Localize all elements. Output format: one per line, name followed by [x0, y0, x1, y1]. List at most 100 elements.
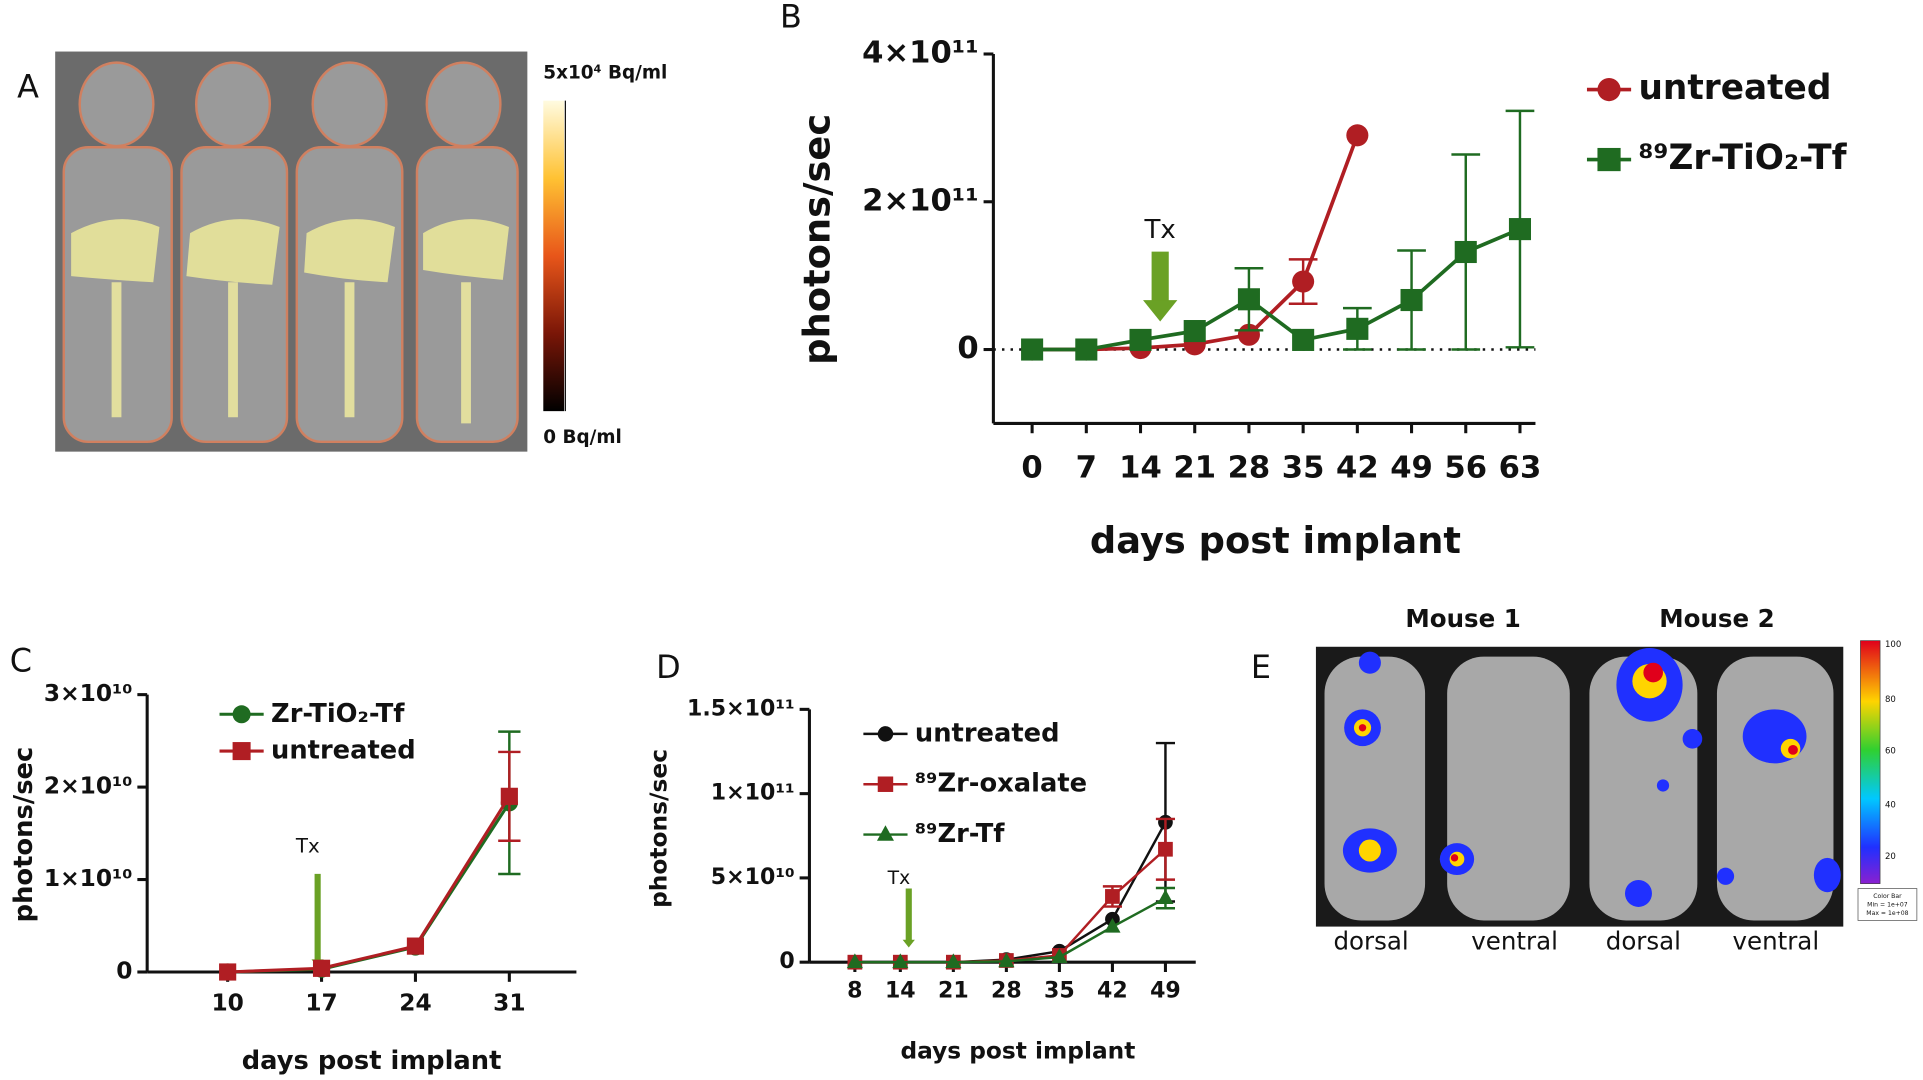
y-tick-label: 0	[957, 331, 978, 366]
colorbar-tick: 40	[1885, 801, 1896, 811]
panel-label: B	[780, 0, 802, 35]
legend-label: ⁸⁹Zr-TiO₂-Tf	[1638, 138, 1847, 178]
marker	[1508, 218, 1532, 241]
x-tick-label: 35	[1044, 979, 1075, 1004]
x-tick-label: 28	[1228, 450, 1271, 485]
marker	[1183, 320, 1206, 343]
marker	[846, 953, 863, 969]
y-tick-label: 2×10¹¹	[862, 183, 979, 218]
marker	[1105, 889, 1120, 904]
marker	[1292, 270, 1315, 293]
marker	[1237, 288, 1260, 311]
legend-label: ⁸⁹Zr-Tf	[915, 819, 1005, 849]
legend-marker	[1597, 77, 1621, 102]
series-line	[227, 795, 511, 974]
x-axis-label: days post implant	[900, 1037, 1135, 1064]
x-tick-label: 49	[1390, 450, 1433, 485]
colorbar-tick: 60	[1885, 747, 1896, 757]
marker	[406, 937, 425, 955]
y-tick-label: 1×10¹¹	[711, 781, 795, 806]
marker	[1400, 288, 1423, 312]
x-tick-label: 49	[1150, 979, 1181, 1004]
marker	[1075, 338, 1098, 361]
x-tick-label: 17	[305, 989, 337, 1016]
legend-label: Zr-TiO₂-Tf	[271, 699, 405, 729]
series	[219, 730, 521, 981]
marker	[1158, 841, 1173, 857]
legend-marker	[232, 705, 251, 724]
panel-label: E	[1251, 648, 1271, 686]
series	[1021, 109, 1535, 361]
legend-marker	[232, 742, 251, 761]
y-tick-label: 0	[116, 957, 132, 984]
view-label: dorsal	[1334, 927, 1409, 956]
y-tick-label: 2×10¹⁰	[44, 773, 133, 800]
marker	[1454, 240, 1477, 264]
series-line	[227, 801, 511, 974]
series-line	[1032, 227, 1521, 352]
marker	[1129, 328, 1152, 351]
x-tick-label: 0	[1021, 450, 1042, 485]
x-tick-label: 35	[1282, 450, 1325, 485]
x-tick-label: 21	[1173, 450, 1216, 485]
colorbar-caption: Max = 1e+08	[1866, 910, 1908, 917]
x-tick-label: 63	[1499, 450, 1542, 485]
marker	[1346, 317, 1369, 340]
x-tick-label: 7	[1076, 450, 1097, 485]
legend-label: untreated	[1638, 68, 1831, 108]
legend-label: ⁸⁹Zr-oxalate	[915, 769, 1087, 799]
y-axis-label: photons/sec	[9, 747, 39, 923]
view-label: ventral	[1471, 927, 1558, 956]
mouse-label: Mouse 1	[1405, 604, 1520, 633]
series	[219, 750, 521, 981]
y-axis-label: photons/sec	[796, 114, 839, 365]
marker	[500, 787, 518, 805]
x-tick-label: 24	[399, 989, 431, 1016]
marker	[1157, 889, 1174, 905]
annotation: Tx	[887, 868, 911, 889]
marker	[945, 953, 962, 969]
marker	[1021, 338, 1044, 361]
x-tick-label: 56	[1444, 450, 1487, 485]
marker	[1051, 948, 1068, 964]
legend-marker	[877, 776, 894, 792]
y-tick-label: 0	[779, 949, 794, 974]
y-tick-label: 3×10¹⁰	[44, 680, 133, 707]
y-tick-label: 4×10¹¹	[862, 35, 979, 70]
annotation: Tx	[1144, 215, 1176, 245]
scale-min: 0 Bq/ml	[543, 427, 622, 448]
series	[846, 886, 1176, 969]
panel-label: C	[10, 642, 32, 680]
scale-max: 5x10⁴ Bq/ml	[543, 63, 667, 84]
legend-marker	[1597, 147, 1621, 172]
y-tick-label: 1.5×10¹¹	[687, 696, 795, 721]
x-tick-label: 14	[1119, 450, 1162, 485]
bioluminescence-image	[1315, 640, 1918, 927]
colorbar-tick: 80	[1885, 695, 1896, 705]
x-tick-label: 10	[211, 989, 243, 1016]
marker	[312, 959, 331, 977]
annotation-arrowhead	[902, 939, 915, 948]
panel-label: A	[17, 67, 39, 105]
annotation: Tx	[295, 834, 320, 857]
legend-label: untreated	[271, 736, 416, 766]
y-tick-label: 1×10¹⁰	[44, 865, 133, 892]
x-axis-label: days post implant	[242, 1046, 502, 1076]
annotation-arrowhead	[1143, 300, 1178, 322]
colorbar-caption: Min = 1e+07	[1867, 901, 1908, 908]
marker	[1346, 124, 1369, 147]
view-label: ventral	[1733, 927, 1820, 956]
marker	[892, 953, 909, 969]
x-tick-label: 8	[847, 979, 862, 1004]
view-label: dorsal	[1606, 927, 1681, 956]
colorbar-tick: 20	[1885, 852, 1896, 862]
marker	[998, 952, 1015, 968]
y-axis-label: photons/sec	[645, 749, 672, 908]
colorbar-tick: 100	[1885, 640, 1901, 650]
marker	[219, 963, 237, 981]
x-tick-label: 31	[493, 989, 525, 1016]
legend-marker	[876, 825, 894, 841]
x-tick-label: 14	[885, 979, 916, 1004]
series-line	[1032, 134, 1360, 352]
